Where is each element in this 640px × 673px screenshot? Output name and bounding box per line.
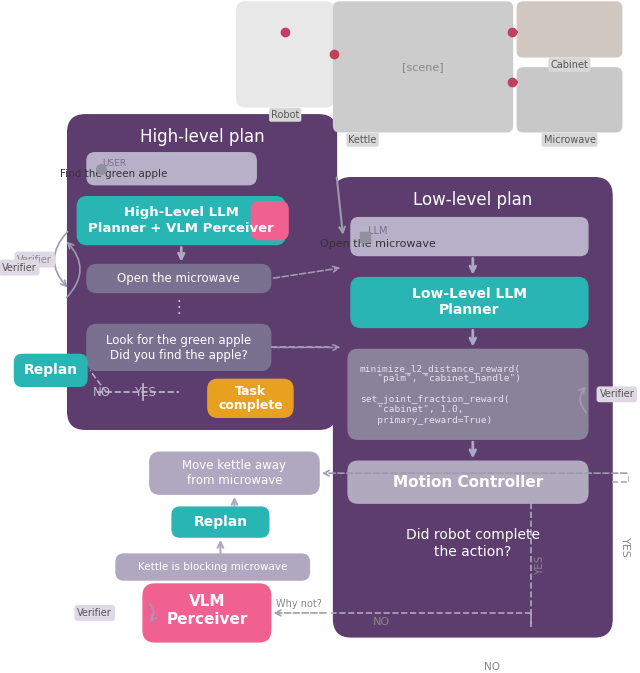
FancyBboxPatch shape: [237, 2, 333, 107]
FancyBboxPatch shape: [517, 2, 621, 57]
Text: NO: NO: [93, 386, 111, 399]
FancyBboxPatch shape: [172, 507, 269, 537]
Text: minimize_l2_distance_reward(
   "palm", "cabinet_handle")

set_joint_fraction_re: minimize_l2_distance_reward( "palm", "ca…: [360, 364, 521, 425]
FancyBboxPatch shape: [348, 461, 588, 503]
Text: ⋮: ⋮: [170, 298, 187, 316]
Text: VLM: VLM: [189, 594, 225, 610]
Text: YES: YES: [534, 555, 545, 575]
Text: Perceiver: Perceiver: [166, 612, 248, 627]
Text: High-Level LLM: High-Level LLM: [124, 206, 239, 219]
Text: Replan: Replan: [24, 363, 78, 378]
Text: Did robot complete: Did robot complete: [406, 528, 540, 542]
Text: Look for the green apple: Look for the green apple: [106, 334, 252, 347]
Text: Verifier: Verifier: [600, 389, 634, 399]
Text: Cabinet: Cabinet: [550, 60, 588, 70]
Text: Open the microwave: Open the microwave: [320, 239, 436, 248]
FancyBboxPatch shape: [15, 355, 87, 386]
FancyBboxPatch shape: [68, 115, 337, 429]
Text: Replan: Replan: [193, 515, 248, 529]
Text: Low-Level LLM: Low-Level LLM: [412, 287, 527, 302]
Text: High-level plan: High-level plan: [140, 128, 264, 146]
Text: complete: complete: [218, 399, 283, 412]
Text: Robot: Robot: [271, 110, 300, 120]
Text: Verifier: Verifier: [2, 262, 36, 273]
FancyBboxPatch shape: [348, 349, 588, 439]
Text: the action?: the action?: [434, 545, 511, 559]
Text: Low-level plan: Low-level plan: [413, 190, 532, 209]
Text: Microwave: Microwave: [543, 135, 595, 145]
FancyBboxPatch shape: [333, 2, 513, 132]
Text: USER: USER: [102, 160, 126, 168]
FancyBboxPatch shape: [77, 197, 285, 244]
FancyBboxPatch shape: [143, 584, 271, 642]
Text: LLM: LLM: [368, 225, 388, 236]
Text: Planner: Planner: [439, 304, 500, 318]
Text: Why not?: Why not?: [276, 599, 321, 609]
Text: from microwave: from microwave: [187, 474, 282, 487]
Text: Find the green apple: Find the green apple: [60, 169, 168, 179]
Text: YES: YES: [134, 386, 156, 399]
Text: [scene]: [scene]: [402, 62, 444, 72]
Text: Motion Controller: Motion Controller: [393, 474, 543, 490]
FancyBboxPatch shape: [517, 68, 621, 132]
FancyBboxPatch shape: [252, 202, 288, 240]
Text: Did you find the apple?: Did you find the apple?: [110, 349, 248, 362]
FancyBboxPatch shape: [116, 554, 309, 580]
FancyBboxPatch shape: [87, 264, 271, 293]
Text: Planner + VLM Perceiver: Planner + VLM Perceiver: [88, 222, 274, 235]
FancyBboxPatch shape: [87, 324, 271, 370]
Text: Verifier: Verifier: [77, 608, 112, 618]
Text: Verifier: Verifier: [17, 254, 52, 264]
Text: Move kettle away: Move kettle away: [182, 459, 287, 472]
Text: Kettle is blocking microwave: Kettle is blocking microwave: [138, 562, 287, 572]
FancyBboxPatch shape: [333, 178, 612, 637]
Text: NO: NO: [373, 617, 390, 627]
Text: Task: Task: [235, 385, 266, 398]
Text: NO: NO: [484, 662, 500, 672]
FancyBboxPatch shape: [150, 452, 319, 494]
Text: YES: YES: [620, 536, 630, 557]
FancyBboxPatch shape: [351, 217, 588, 256]
Text: Kettle: Kettle: [348, 135, 377, 145]
FancyBboxPatch shape: [87, 153, 256, 184]
FancyBboxPatch shape: [351, 277, 588, 328]
Text: Open the microwave: Open the microwave: [118, 272, 240, 285]
FancyBboxPatch shape: [208, 380, 293, 417]
